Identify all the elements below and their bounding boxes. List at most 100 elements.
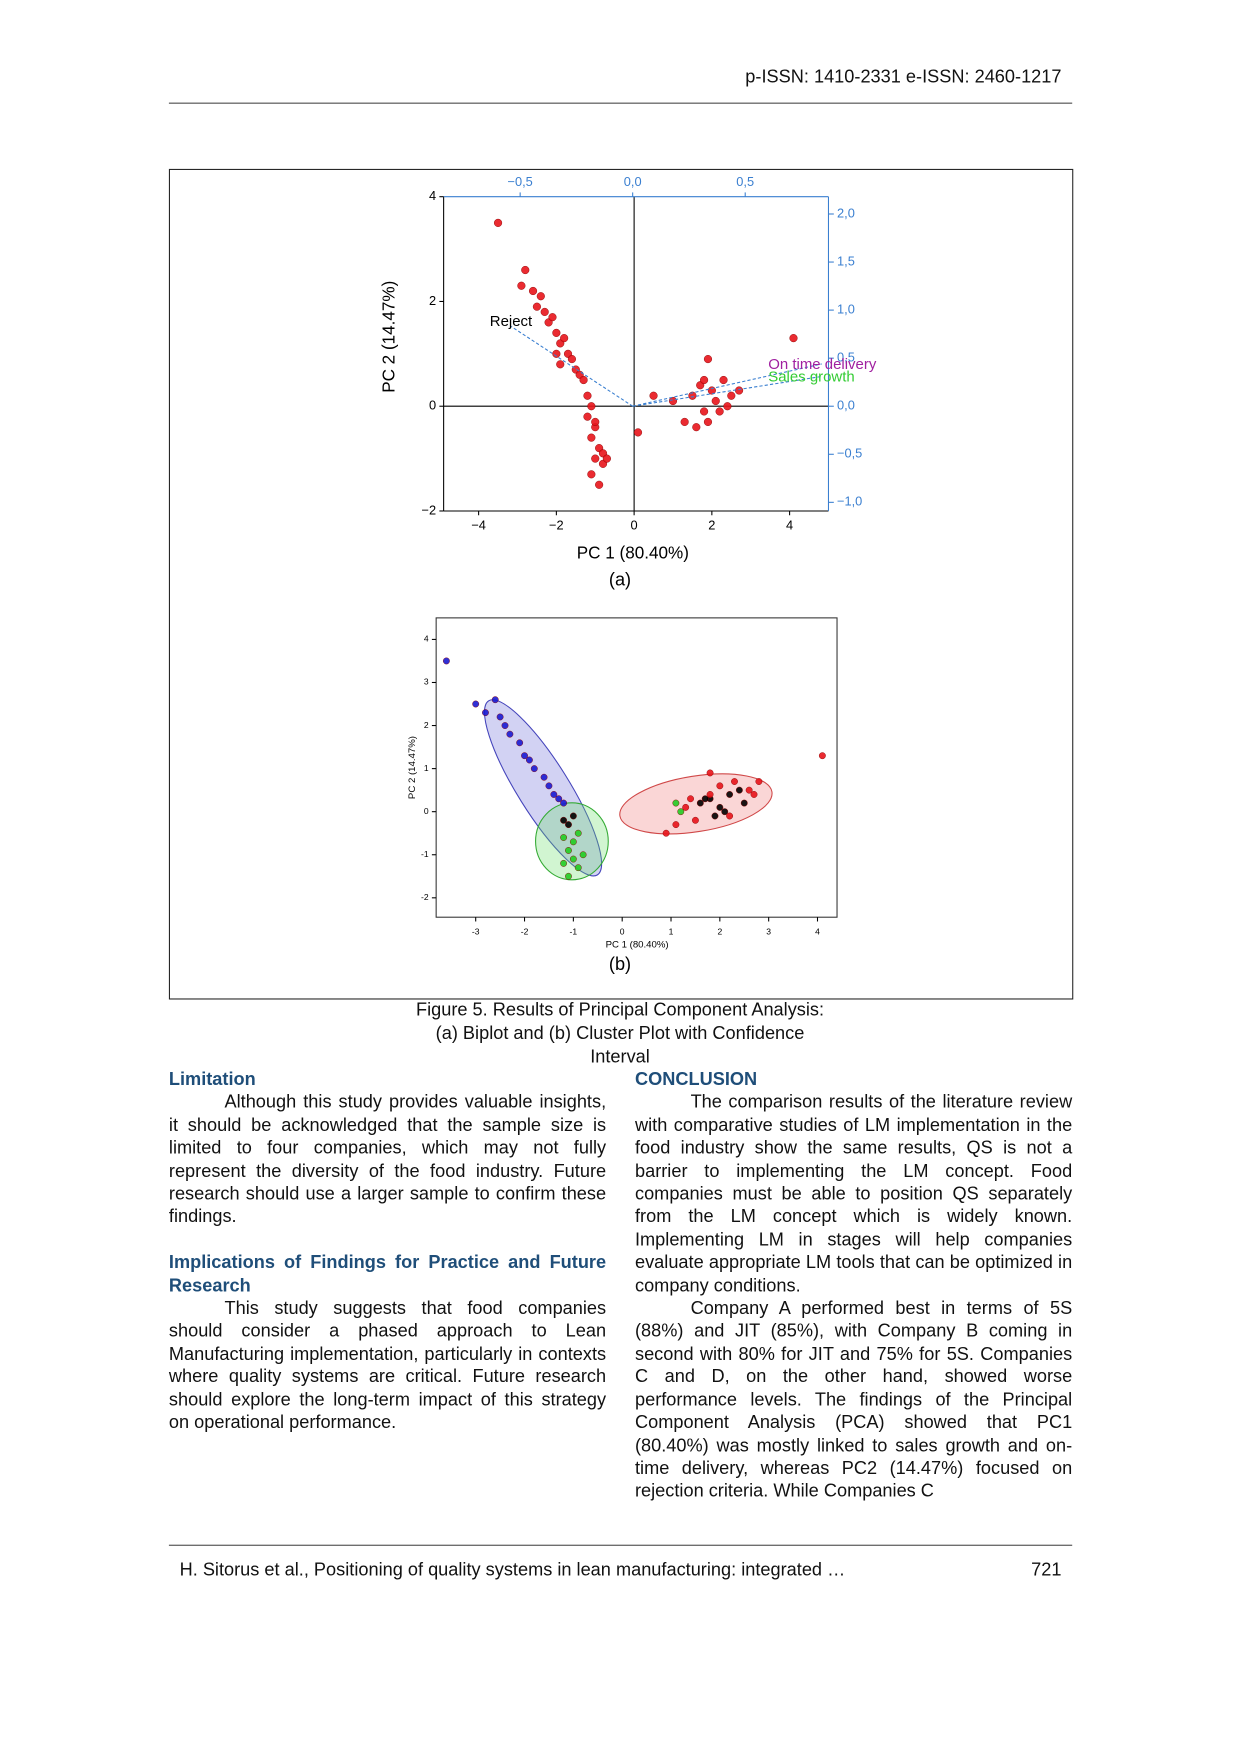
x-tick-label: 0	[620, 926, 625, 936]
point	[442, 657, 450, 665]
point	[692, 816, 699, 824]
x-tick-label: -2	[521, 926, 529, 936]
point	[565, 872, 572, 880]
y-tick-label: 4	[429, 188, 436, 203]
point	[565, 821, 572, 829]
loading-label: Sales growth	[768, 368, 854, 385]
y2-tick-label: 2,0	[837, 205, 855, 220]
plot-frame	[435, 617, 838, 918]
point	[677, 808, 685, 816]
point	[587, 433, 596, 442]
x-axis-label: PC 1 (80.40%)	[577, 543, 689, 562]
point	[633, 428, 643, 437]
right-column: CONCLUSION The comparison results of the…	[635, 1068, 1072, 1503]
point	[745, 786, 753, 794]
point	[649, 391, 658, 400]
point	[496, 713, 504, 721]
y-tick-label: -2	[421, 892, 429, 902]
point	[560, 859, 568, 867]
point	[703, 417, 713, 426]
caption-line: Figure 5. Results of Principal Component…	[415, 999, 825, 1020]
issn: p-ISSN: 1410-2331 e-ISSN: 2460-1217	[745, 66, 1062, 87]
point	[567, 355, 576, 364]
point	[587, 470, 596, 479]
point	[579, 851, 587, 859]
point	[556, 360, 565, 369]
y-axis-label: PC 2 (14.47%)	[380, 281, 399, 393]
x-tick-label: 0	[631, 517, 638, 532]
y-tick-label: 1	[424, 763, 429, 773]
panel-label: (b)	[609, 954, 631, 974]
point	[536, 292, 545, 301]
loading-vector	[632, 363, 822, 407]
point	[700, 375, 709, 385]
paragraph: This study suggests that food companies …	[168, 1297, 607, 1433]
x-tick-label: −2	[549, 517, 564, 532]
point	[715, 407, 724, 416]
point	[591, 417, 600, 426]
point	[687, 795, 694, 803]
point	[472, 700, 480, 708]
point	[706, 791, 714, 798]
x-tick-label: 3	[766, 926, 771, 936]
ellipse	[483, 699, 603, 877]
point	[516, 739, 524, 747]
x-tick-label: 2	[708, 517, 715, 532]
point	[696, 799, 704, 807]
panel-label: (a)	[609, 569, 631, 589]
point	[716, 782, 724, 790]
point	[750, 791, 758, 798]
point	[569, 855, 577, 863]
y-tick-label: -1	[421, 849, 429, 859]
point	[711, 396, 720, 406]
point	[574, 829, 582, 837]
point	[706, 769, 714, 777]
paragraph: The comparison results of the literature…	[634, 1091, 1073, 1296]
point	[540, 307, 549, 316]
point	[550, 791, 558, 798]
y2-tick-label: 1,5	[837, 253, 855, 268]
confidence-ellipses	[483, 699, 773, 881]
point	[701, 795, 709, 803]
point	[528, 286, 538, 296]
footer-citation: H. Sitorus et al., Positioning of qualit…	[179, 1559, 846, 1580]
point	[560, 334, 569, 343]
point	[672, 821, 680, 829]
point	[818, 752, 826, 760]
y-tick-label: 0	[429, 398, 436, 413]
point	[491, 696, 499, 704]
figure: −4 −2 0 2 4 −2 0 2 4 −0,5 0,0 0,5 −1,0 −0,5 0,0 0,5 1,0 1…	[168, 168, 1074, 1000]
x2-tick-label: 0,5	[736, 174, 754, 189]
point	[735, 786, 743, 794]
y-tick-label: 4	[424, 634, 429, 644]
point	[521, 752, 528, 760]
x-axis-label: PC 1 (80.40%)	[606, 940, 669, 951]
caption-line: (a) Biplot and (b) Cluster Plot with Con…	[435, 1023, 805, 1067]
point	[574, 864, 582, 872]
point	[493, 218, 503, 227]
x-tick-label: -1	[570, 926, 578, 936]
y2-tick-label: 1,0	[837, 301, 855, 316]
x-tick-label: 2	[717, 926, 722, 936]
y2-tick-label: −0,5	[837, 446, 862, 461]
point	[552, 349, 561, 358]
figure-frame	[168, 168, 1074, 1000]
point	[525, 756, 533, 764]
point	[482, 709, 489, 717]
point	[721, 808, 729, 816]
paragraph: Although this study provides valuable in…	[168, 1091, 607, 1227]
header-rule	[168, 102, 1073, 104]
point	[569, 812, 577, 820]
point	[595, 480, 604, 489]
point	[552, 328, 561, 337]
point	[682, 803, 690, 811]
point	[501, 722, 509, 729]
point	[555, 795, 563, 803]
y2-tick-label: −1,0	[837, 494, 862, 509]
ellipse	[619, 773, 773, 835]
point	[662, 829, 670, 837]
x2-tick-label: −0,5	[508, 174, 533, 189]
point	[560, 799, 568, 807]
caption: Figure 5. Results of Principal Component…	[406, 998, 834, 1069]
